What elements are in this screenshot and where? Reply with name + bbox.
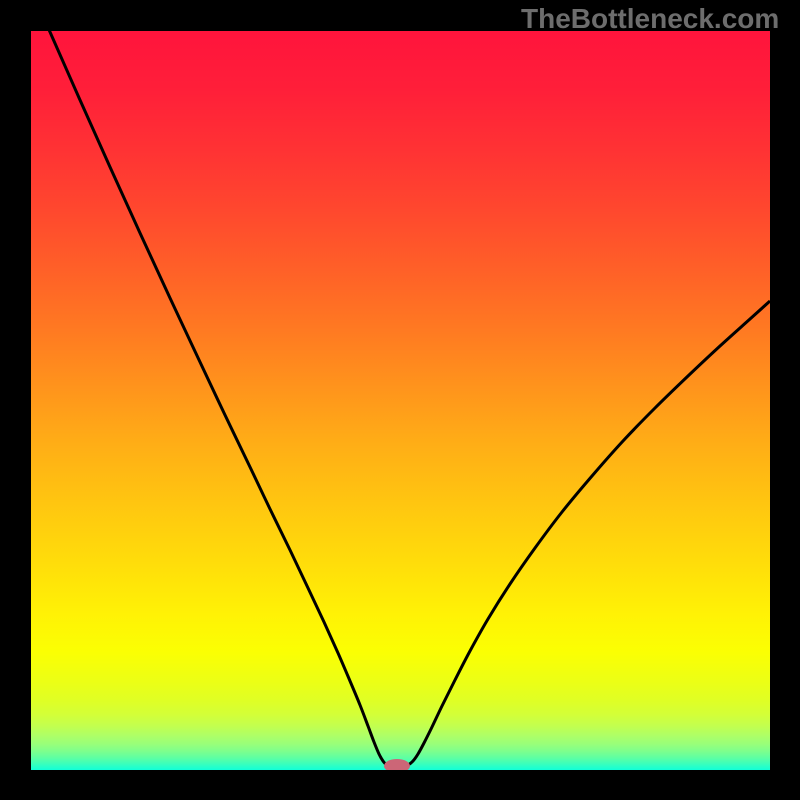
frame-left	[0, 0, 31, 800]
bottleneck-chart	[0, 0, 800, 800]
frame-right	[770, 0, 800, 800]
gradient-background	[31, 31, 770, 770]
frame-bottom	[0, 770, 800, 800]
watermark-text: TheBottleneck.com	[521, 3, 779, 35]
